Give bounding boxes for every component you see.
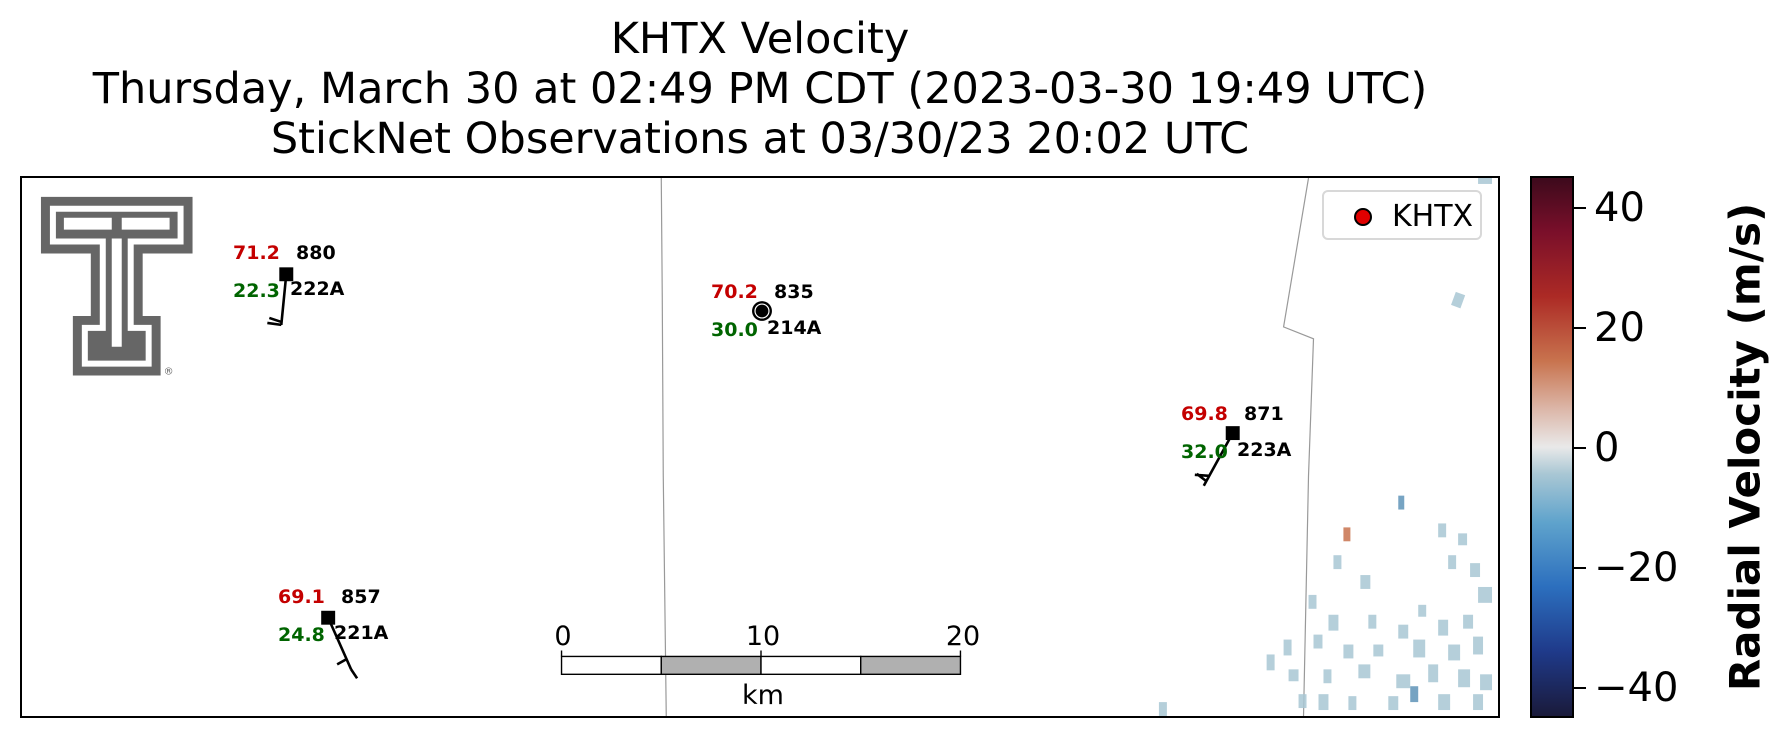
colorbar-tick-label: −20 xyxy=(1594,545,1679,591)
county-boundary-line xyxy=(660,178,667,716)
station-pressure: 871 xyxy=(1244,403,1284,425)
radar-velocity-pixels xyxy=(1158,178,1493,716)
scale-tick-label: 0 xyxy=(554,621,572,652)
title-line-2: Thursday, March 30 at 02:49 PM CDT (2023… xyxy=(92,64,1428,114)
station-id: 221A xyxy=(334,622,389,644)
colorbar-tick-label: 0 xyxy=(1594,425,1620,471)
county-boundary-line xyxy=(1282,178,1315,716)
radar-site-marker-icon xyxy=(1354,208,1372,226)
station-dewpoint: 22.3 xyxy=(233,280,280,302)
title-line-3: StickNet Observations at 03/30/23 20:02 … xyxy=(270,114,1250,164)
colorbar-tick xyxy=(1574,567,1586,569)
title-line-1: KHTX Velocity xyxy=(610,14,910,64)
colorbar-tick-label: 20 xyxy=(1594,305,1645,351)
scale-bar xyxy=(560,650,962,676)
registered-mark: ® xyxy=(164,367,174,378)
station-temp: 69.8 xyxy=(1181,403,1228,425)
station-id: 223A xyxy=(1237,439,1292,461)
scale-unit-label: km xyxy=(742,680,784,711)
map-legend: KHTX xyxy=(1322,190,1482,240)
scale-tick-label: 10 xyxy=(745,621,781,652)
map-panel[interactable]: ® KHTX 71.2 880 22.3 222A 70.2 835 30.0 … xyxy=(20,176,1500,718)
scale-tick-label: 20 xyxy=(945,621,981,652)
station-temp: 69.1 xyxy=(278,586,325,608)
station-214A-marker xyxy=(752,301,772,321)
station-pressure: 857 xyxy=(341,586,381,608)
station-221A-marker xyxy=(321,610,359,679)
colorbar-tick xyxy=(1574,447,1586,449)
station-pressure: 835 xyxy=(774,281,814,303)
station-dewpoint: 30.0 xyxy=(711,319,758,341)
station-222A-marker xyxy=(267,267,294,327)
station-dewpoint: 24.8 xyxy=(278,624,325,646)
colorbar-title: Radial Velocity (m/s) xyxy=(1720,202,1770,692)
station-temp: 71.2 xyxy=(233,242,280,264)
colorbar-tick xyxy=(1574,687,1586,689)
station-id: 214A xyxy=(767,317,822,339)
station-223A-marker xyxy=(1194,426,1240,487)
station-id: 222A xyxy=(290,278,345,300)
colorbar-tick-label: 40 xyxy=(1594,185,1645,231)
colorbar-tick xyxy=(1574,207,1586,209)
colorbar xyxy=(1530,176,1574,718)
texas-tech-logo: ® xyxy=(40,196,193,378)
colorbar-tick-label: −40 xyxy=(1594,665,1679,711)
station-temp: 70.2 xyxy=(711,281,758,303)
station-dewpoint: 32.0 xyxy=(1181,441,1228,463)
station-pressure: 880 xyxy=(296,242,336,264)
colorbar-tick xyxy=(1574,327,1586,329)
legend-label: KHTX xyxy=(1392,199,1474,234)
map-canvas: ® xyxy=(40,178,1493,716)
